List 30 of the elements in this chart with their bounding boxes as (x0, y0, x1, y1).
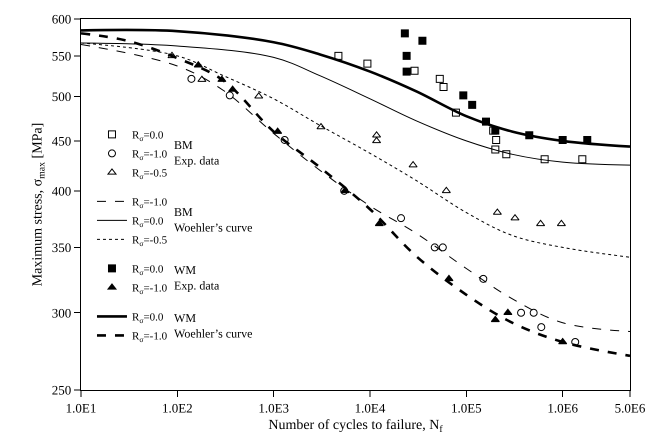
y-tick-label: 500 (52, 88, 72, 104)
y-tick-label: 250 (52, 382, 72, 398)
x-tick-label: 1.0E4 (354, 400, 386, 416)
legend-label: R$_{σ}$=0.0 (132, 130, 164, 144)
y-tick-label: 600 (52, 12, 72, 27)
legend-label: R$_{σ}$=-1.0 (132, 282, 168, 296)
legend-label: R$_{σ}$=-0.5 (132, 168, 168, 182)
y-tick-label: 550 (52, 48, 72, 64)
x-axis-title: Number of cycles to failure, N$_{f}$ (268, 418, 444, 435)
annotation: WM Exp. data (174, 263, 220, 293)
y-tick-label: 450 (52, 133, 72, 148)
legend-label: R$_{σ}$=-1.0 (132, 148, 168, 162)
x-tick-label: 1.0E5 (450, 400, 482, 416)
legend-label: R$_{σ}$=-1.0 (132, 330, 168, 344)
annotation: BM Woehler’s curve (174, 205, 252, 235)
y-tick-label: 300 (52, 305, 72, 320)
legend-label: R$_{σ}$=0.0 (132, 216, 164, 230)
y-tick-label: 400 (52, 183, 72, 198)
annotation: WM Woehler’s curve (174, 311, 252, 341)
x-tick-label: 1.0E1 (66, 400, 96, 416)
legend-label: R$_{σ}$=-1.0 (132, 196, 168, 210)
x-tick-label: 1.0E6 (547, 400, 579, 416)
x-tick-label: 1.0E3 (258, 400, 290, 416)
y-tick-label: 350 (52, 240, 72, 255)
legend-label: R$_{σ}$=0.0 (132, 312, 164, 326)
legend-label: R$_{σ}$=0.0 (132, 264, 164, 278)
annotation: BM Exp. data (174, 138, 220, 168)
x-tick-label: 5.0E6 (614, 400, 646, 416)
x-tick-label: 1.0E2 (162, 400, 193, 416)
legend-label: R$_{σ}$=-0.5 (132, 234, 168, 248)
